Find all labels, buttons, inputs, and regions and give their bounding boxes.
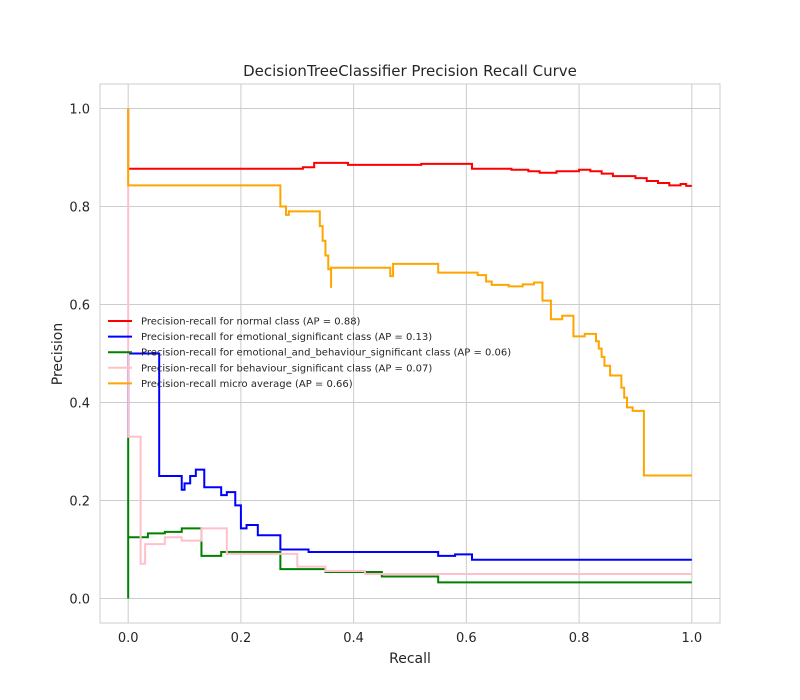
- series-line-1: [127, 108, 692, 187]
- series-layer: [127, 108, 692, 599]
- legend-label: Precision-recall for emotional_and_behav…: [141, 348, 511, 359]
- y-tick-label: 0.0: [69, 593, 90, 608]
- legend-label: Precision-recall micro average (AP = 0.6…: [141, 379, 353, 390]
- x-tick-label: 0.4: [343, 631, 364, 646]
- x-tick-labels: 0.0 0.2 0.4 0.6 0.8 1.0: [118, 631, 702, 646]
- legend-label: Precision-recall for behaviour_significa…: [141, 363, 432, 374]
- x-tick-label: 0.2: [231, 631, 252, 646]
- legend: Precision-recall for normal class (AP = …: [108, 317, 511, 390]
- plot-frame: [99, 83, 721, 624]
- chart-title: DecisionTreeClassifier Precision Recall …: [243, 62, 577, 80]
- series-line-5: [127, 108, 692, 477]
- x-tick-label: 0.8: [569, 631, 590, 646]
- y-tick-label: 0.2: [69, 495, 90, 510]
- x-tick-label: 0.0: [118, 631, 139, 646]
- plot-area: [100, 84, 720, 623]
- y-axis-label: Precision: [50, 323, 66, 385]
- y-tick-label: 0.4: [69, 397, 90, 412]
- x-axis-label: Recall: [389, 651, 431, 667]
- series-line-2: [127, 352, 692, 561]
- y-tick-labels: 0.0 0.2 0.4 0.6 0.8 1.0: [69, 103, 90, 608]
- y-tick-label: 0.6: [69, 299, 90, 314]
- legend-label: Precision-recall for emotional_significa…: [141, 332, 432, 343]
- x-tick-label: 0.6: [456, 631, 477, 646]
- legend-label: Precision-recall for normal class (AP = …: [141, 317, 361, 328]
- grid: [100, 84, 720, 623]
- y-tick-label: 0.8: [69, 201, 90, 216]
- y-tick-label: 1.0: [69, 103, 90, 118]
- x-tick-label: 1.0: [681, 631, 702, 646]
- series-line-4: [127, 108, 692, 575]
